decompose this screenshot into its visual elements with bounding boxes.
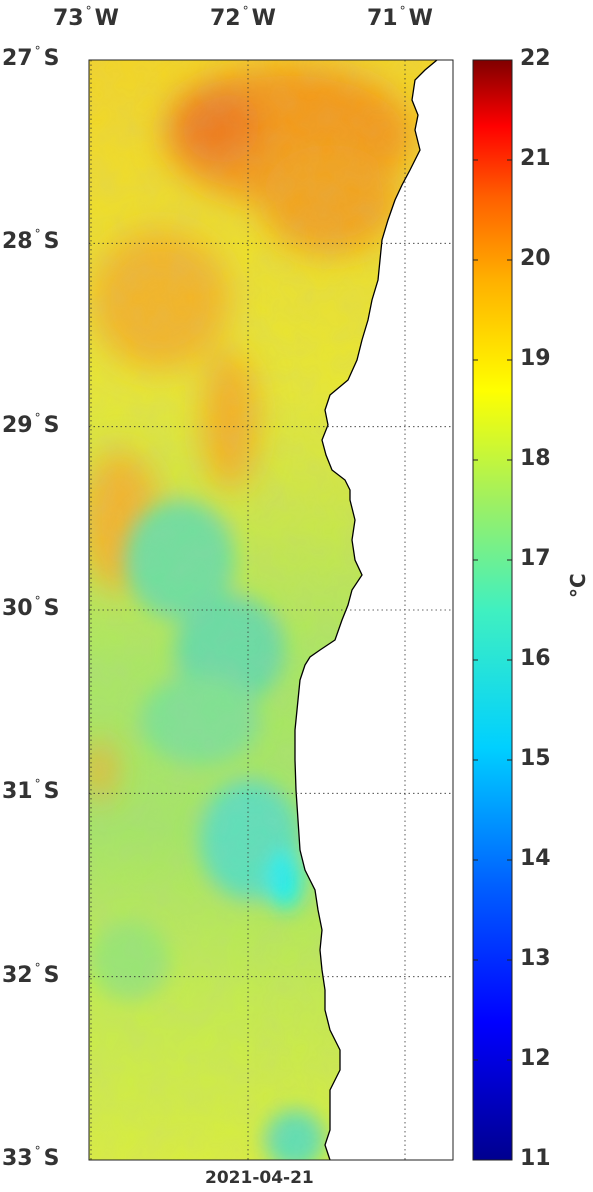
latitude-label-hemisphere: S <box>43 1146 60 1171</box>
degree-symbol: ° <box>34 594 41 608</box>
latitude-label-hemisphere: S <box>43 779 60 805</box>
longitude-label-hemisphere: W <box>94 6 119 31</box>
coastline <box>294 59 438 1161</box>
degree-symbol: ° <box>85 4 92 18</box>
longitude-label-hemisphere: W <box>408 6 433 31</box>
degree-symbol: ° <box>34 960 41 975</box>
longitude-label: 71 ° W <box>367 4 433 31</box>
degree-symbol: ° <box>34 777 41 792</box>
latitude-label-value: 32 <box>2 962 33 988</box>
degree-symbol: ° <box>34 1144 41 1158</box>
latitude-label-hemisphere: S <box>43 229 60 255</box>
sst-field <box>89 60 437 1160</box>
colorbar-tick-label: 13 <box>520 946 551 971</box>
latitude-label-hemisphere: S <box>43 46 60 71</box>
map-frame <box>88 59 454 1161</box>
colorbar-unit: °C <box>566 573 590 598</box>
colorbar-tick-label: 22 <box>520 46 551 71</box>
colorbar-tick-label: 15 <box>520 746 551 771</box>
colorbar-tick-label: 19 <box>520 346 551 371</box>
latitude-label-hemisphere: S <box>43 962 60 988</box>
colorbar-ticks <box>473 59 512 1161</box>
longitude-label-hemisphere: W <box>251 6 276 31</box>
latitude-label: 28 ° S <box>2 227 60 255</box>
latitude-label: 31 ° S <box>2 777 60 805</box>
longitude-label-value: 73 <box>53 6 84 31</box>
colorbar-tick-label: 17 <box>520 546 551 571</box>
latitude-label: 30 ° S <box>2 594 60 621</box>
colorbar <box>472 59 513 1161</box>
latitude-label-hemisphere: S <box>43 596 60 621</box>
colorbar-tick-label: 21 <box>520 146 551 171</box>
colorbar-tick-label: 16 <box>520 646 551 671</box>
latitude-label: 32 ° S <box>2 960 60 988</box>
latitude-label-value: 31 <box>2 779 33 805</box>
degree-symbol: ° <box>34 410 41 425</box>
longitude-label-value: 72 <box>210 6 241 31</box>
longitude-label-value: 71 <box>367 6 398 31</box>
latitude-label-value: 30 <box>2 596 33 621</box>
map-date: 2021-04-21 <box>205 1168 314 1188</box>
longitude-label: 73 ° W <box>53 4 119 31</box>
graticule <box>89 59 453 1161</box>
colorbar-tick-label: 11 <box>520 1146 551 1171</box>
degree-symbol: ° <box>399 4 406 18</box>
degree-symbol: ° <box>242 4 249 18</box>
latitude-label-hemisphere: S <box>43 412 60 438</box>
latitude-label-value: 27 <box>2 46 33 71</box>
degree-symbol: ° <box>34 227 41 242</box>
latitude-label: 29 ° S <box>2 410 60 438</box>
colorbar-tick-label: 20 <box>520 246 551 271</box>
latitude-label: 33 ° S <box>2 1144 60 1171</box>
latitude-label-value: 29 <box>2 412 33 438</box>
latitude-label-value: 33 <box>2 1146 33 1171</box>
longitude-label: 72 ° W <box>210 4 276 31</box>
degree-symbol: ° <box>34 44 41 58</box>
colorbar-tick-label: 12 <box>520 1046 551 1071</box>
latitude-label: 27 ° S <box>2 44 60 71</box>
latitude-label-value: 28 <box>2 229 33 255</box>
colorbar-tick-label: 14 <box>520 846 551 871</box>
colorbar-tick-label: 18 <box>520 446 551 471</box>
